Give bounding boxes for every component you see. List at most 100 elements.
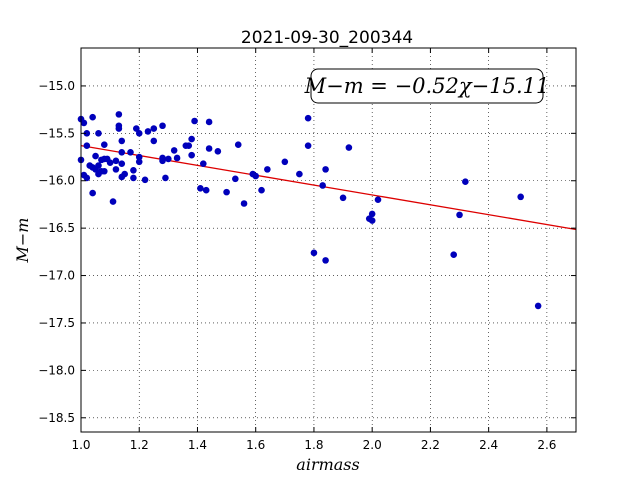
data-point	[173, 154, 181, 162]
data-point	[89, 189, 96, 197]
data-point	[141, 176, 149, 184]
data-point	[322, 166, 329, 173]
data-point	[310, 249, 318, 257]
data-point	[83, 142, 91, 149]
data-point	[345, 144, 353, 151]
data-point	[188, 135, 195, 143]
data-point	[115, 111, 123, 118]
y-tick-label: −16.5	[38, 221, 75, 235]
x-tick-label: 1.2	[130, 438, 149, 452]
x-tick-label: 1.0	[71, 438, 90, 452]
data-point	[112, 157, 120, 165]
data-point	[188, 151, 195, 159]
data-point	[170, 147, 178, 154]
data-point	[223, 188, 230, 196]
y-tick-label: −16.0	[38, 174, 75, 188]
x-tick-label: 2.0	[363, 438, 382, 452]
y-axis-label: M−m	[13, 218, 32, 264]
y-tick-label: −18.5	[38, 411, 75, 425]
x-tick-label: 2.4	[479, 438, 498, 452]
data-point	[135, 153, 143, 161]
data-point	[191, 117, 198, 125]
data-point	[133, 125, 140, 132]
data-point	[322, 257, 329, 264]
chart-title: 2021-09-30_200344	[241, 28, 413, 48]
grid-lines	[80, 48, 576, 432]
data-point	[112, 166, 120, 173]
data-point	[165, 155, 172, 163]
data-point	[115, 125, 123, 132]
data-point	[150, 125, 158, 132]
data-point	[95, 162, 102, 169]
data-point	[368, 210, 376, 218]
data-point	[264, 166, 271, 173]
data-point	[281, 158, 289, 166]
data-point	[197, 185, 204, 192]
data-point	[240, 200, 248, 207]
data-point	[534, 302, 542, 310]
data-point	[258, 186, 265, 194]
data-point	[159, 157, 166, 165]
data-point	[232, 175, 239, 183]
x-axis-label: airmass	[296, 455, 359, 474]
data-point	[130, 167, 137, 174]
data-points	[77, 111, 542, 310]
data-point	[205, 145, 213, 152]
y-tick-label: −17.0	[38, 269, 75, 283]
plot-frame	[80, 47, 577, 433]
data-point	[304, 142, 312, 149]
data-point	[202, 186, 210, 194]
data-point	[150, 137, 158, 145]
data-point	[95, 130, 102, 137]
data-point	[100, 167, 108, 175]
x-tick-label: 1.4	[188, 438, 207, 452]
y-tick-label: −15.5	[38, 126, 75, 140]
data-point	[304, 114, 312, 122]
data-point	[100, 141, 108, 149]
x-tick-label: 2.6	[537, 438, 556, 452]
data-point	[89, 113, 96, 121]
data-point	[83, 174, 91, 182]
y-tick-label: −17.5	[38, 316, 75, 330]
data-point	[80, 119, 88, 127]
data-point	[234, 141, 242, 149]
data-point	[214, 148, 222, 155]
data-point	[296, 170, 303, 178]
data-point	[121, 170, 128, 178]
data-point	[159, 122, 166, 130]
data-point	[118, 148, 126, 156]
data-point	[450, 251, 458, 258]
data-point	[135, 158, 143, 166]
data-point	[83, 130, 91, 137]
data-point	[374, 196, 382, 204]
data-point	[118, 160, 126, 167]
data-point	[185, 142, 193, 149]
data-point	[456, 211, 463, 219]
y-tick-label: −18.0	[38, 363, 75, 377]
data-point	[118, 137, 126, 145]
data-point	[92, 152, 99, 160]
data-point	[127, 148, 134, 156]
data-point	[106, 159, 114, 167]
equation-box-frame	[310, 68, 544, 104]
data-point	[319, 182, 326, 189]
data-point	[368, 217, 376, 224]
axis-ticks: 1.0 1.2 1.4 1.6 1.8 2.0 2.2 2.4 2.6 −15.0 −15.5 −16…	[38, 48, 576, 452]
data-point	[135, 130, 143, 137]
data-point	[205, 118, 213, 126]
data-point	[144, 128, 152, 135]
x-tick-label: 1.8	[304, 438, 323, 452]
data-point	[462, 178, 469, 185]
x-tick-label: 1.6	[246, 438, 265, 452]
data-point	[109, 198, 117, 205]
data-point	[517, 193, 524, 201]
fit-equation-box: M−m = −0.52χ−15.11	[304, 68, 550, 104]
data-point	[162, 174, 169, 182]
data-point	[199, 160, 207, 167]
fit-equation: M−m = −0.52χ−15.11	[304, 74, 550, 98]
y-tick-label: −15.0	[38, 79, 75, 93]
data-point	[130, 174, 137, 182]
data-point	[339, 194, 347, 202]
x-tick-label: 2.2	[421, 438, 440, 452]
